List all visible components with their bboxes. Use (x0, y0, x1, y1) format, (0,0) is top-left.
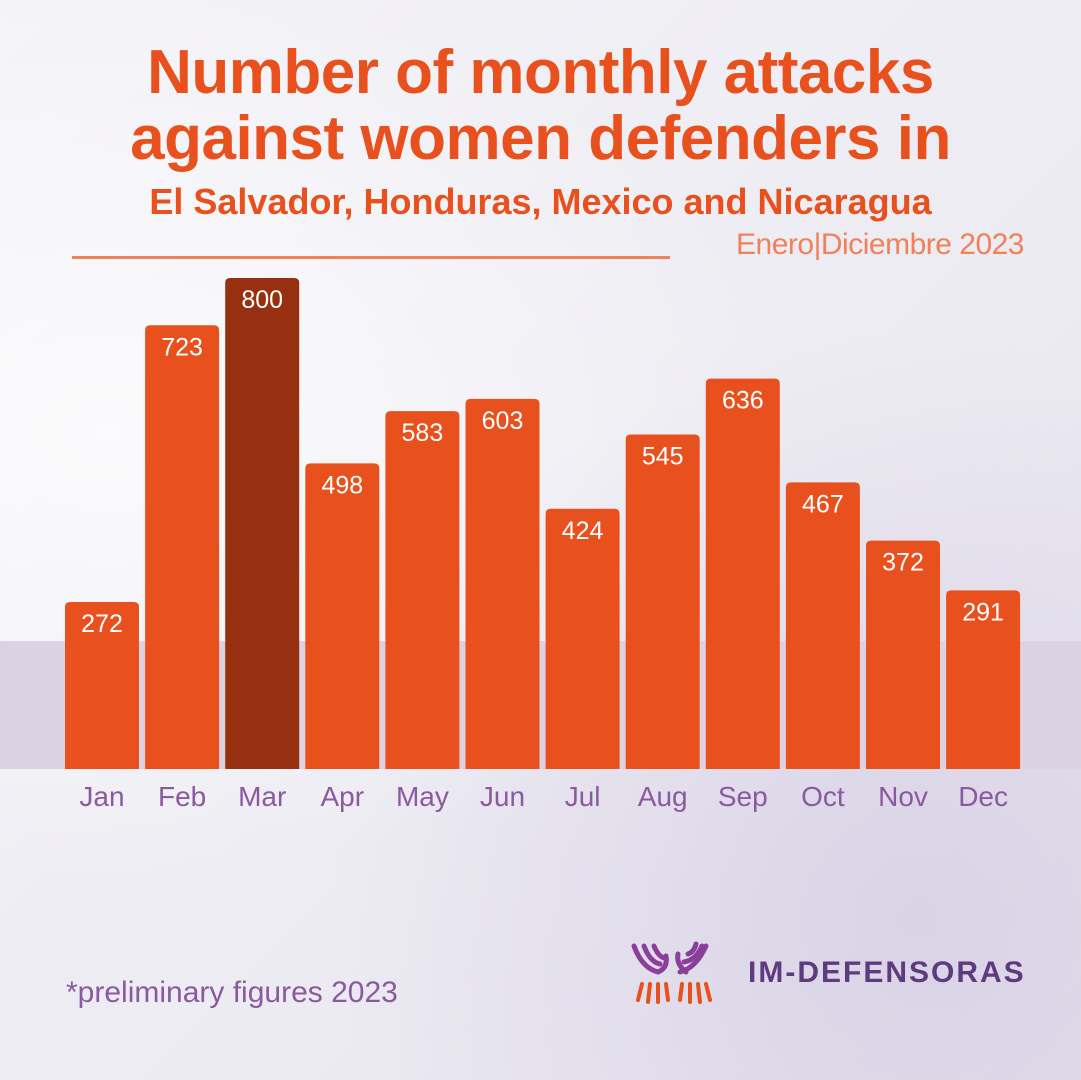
bar-jan (65, 602, 139, 769)
data-label-jan: 272 (81, 610, 123, 638)
data-label-feb: 723 (161, 333, 203, 361)
bar-feb (145, 325, 220, 769)
data-label-nov: 372 (882, 549, 924, 577)
data-label-oct: 467 (802, 490, 844, 518)
tick-label-feb: Feb (158, 781, 206, 812)
tick-label-jun: Jun (480, 781, 525, 812)
data-label-jun: 603 (482, 407, 524, 435)
bar-dec (946, 590, 1021, 769)
tick-label-may: May (396, 781, 449, 812)
bar-nov (866, 540, 940, 769)
title-line-1: Number of monthly attacks (147, 38, 934, 107)
data-label-may: 583 (402, 419, 444, 447)
data-label-sep: 636 (722, 387, 764, 415)
tick-label-jul: Jul (565, 781, 601, 812)
data-label-jul: 424 (562, 517, 604, 545)
bar-aug (625, 434, 700, 769)
tick-label-dec: Dec (958, 781, 1008, 812)
tick-label-sep: Sep (718, 781, 768, 812)
data-label-aug: 545 (642, 443, 684, 471)
bar-may (385, 411, 460, 769)
data-label-dec: 291 (962, 598, 1004, 626)
tick-label-apr: Apr (321, 781, 365, 812)
data-label-mar: 800 (241, 286, 283, 314)
bar-sep (705, 378, 780, 769)
bar-mar (225, 278, 300, 769)
title-line-3: El Salvador, Honduras, Mexico and Nicara… (149, 181, 932, 222)
tick-label-jan: Jan (79, 781, 124, 812)
title-line-2: against women defenders in (130, 104, 951, 173)
data-label-apr: 498 (321, 471, 363, 499)
subtitle: Enero|Diciembre 2023 (736, 228, 1024, 261)
tick-label-oct: Oct (801, 781, 845, 812)
bar-jul (545, 508, 620, 769)
bar-oct (785, 482, 860, 769)
hands-icon (631, 941, 712, 1004)
title-rule (72, 256, 670, 259)
bar-jun (465, 398, 540, 769)
tick-label-mar: Mar (238, 781, 286, 812)
footnote: *preliminary figures 2023 (66, 976, 398, 1009)
tick-label-aug: Aug (638, 781, 688, 812)
bar-apr (305, 463, 380, 769)
logo-text: IM-DEFENSORAS (748, 956, 1026, 989)
tick-label-nov: Nov (878, 781, 928, 812)
